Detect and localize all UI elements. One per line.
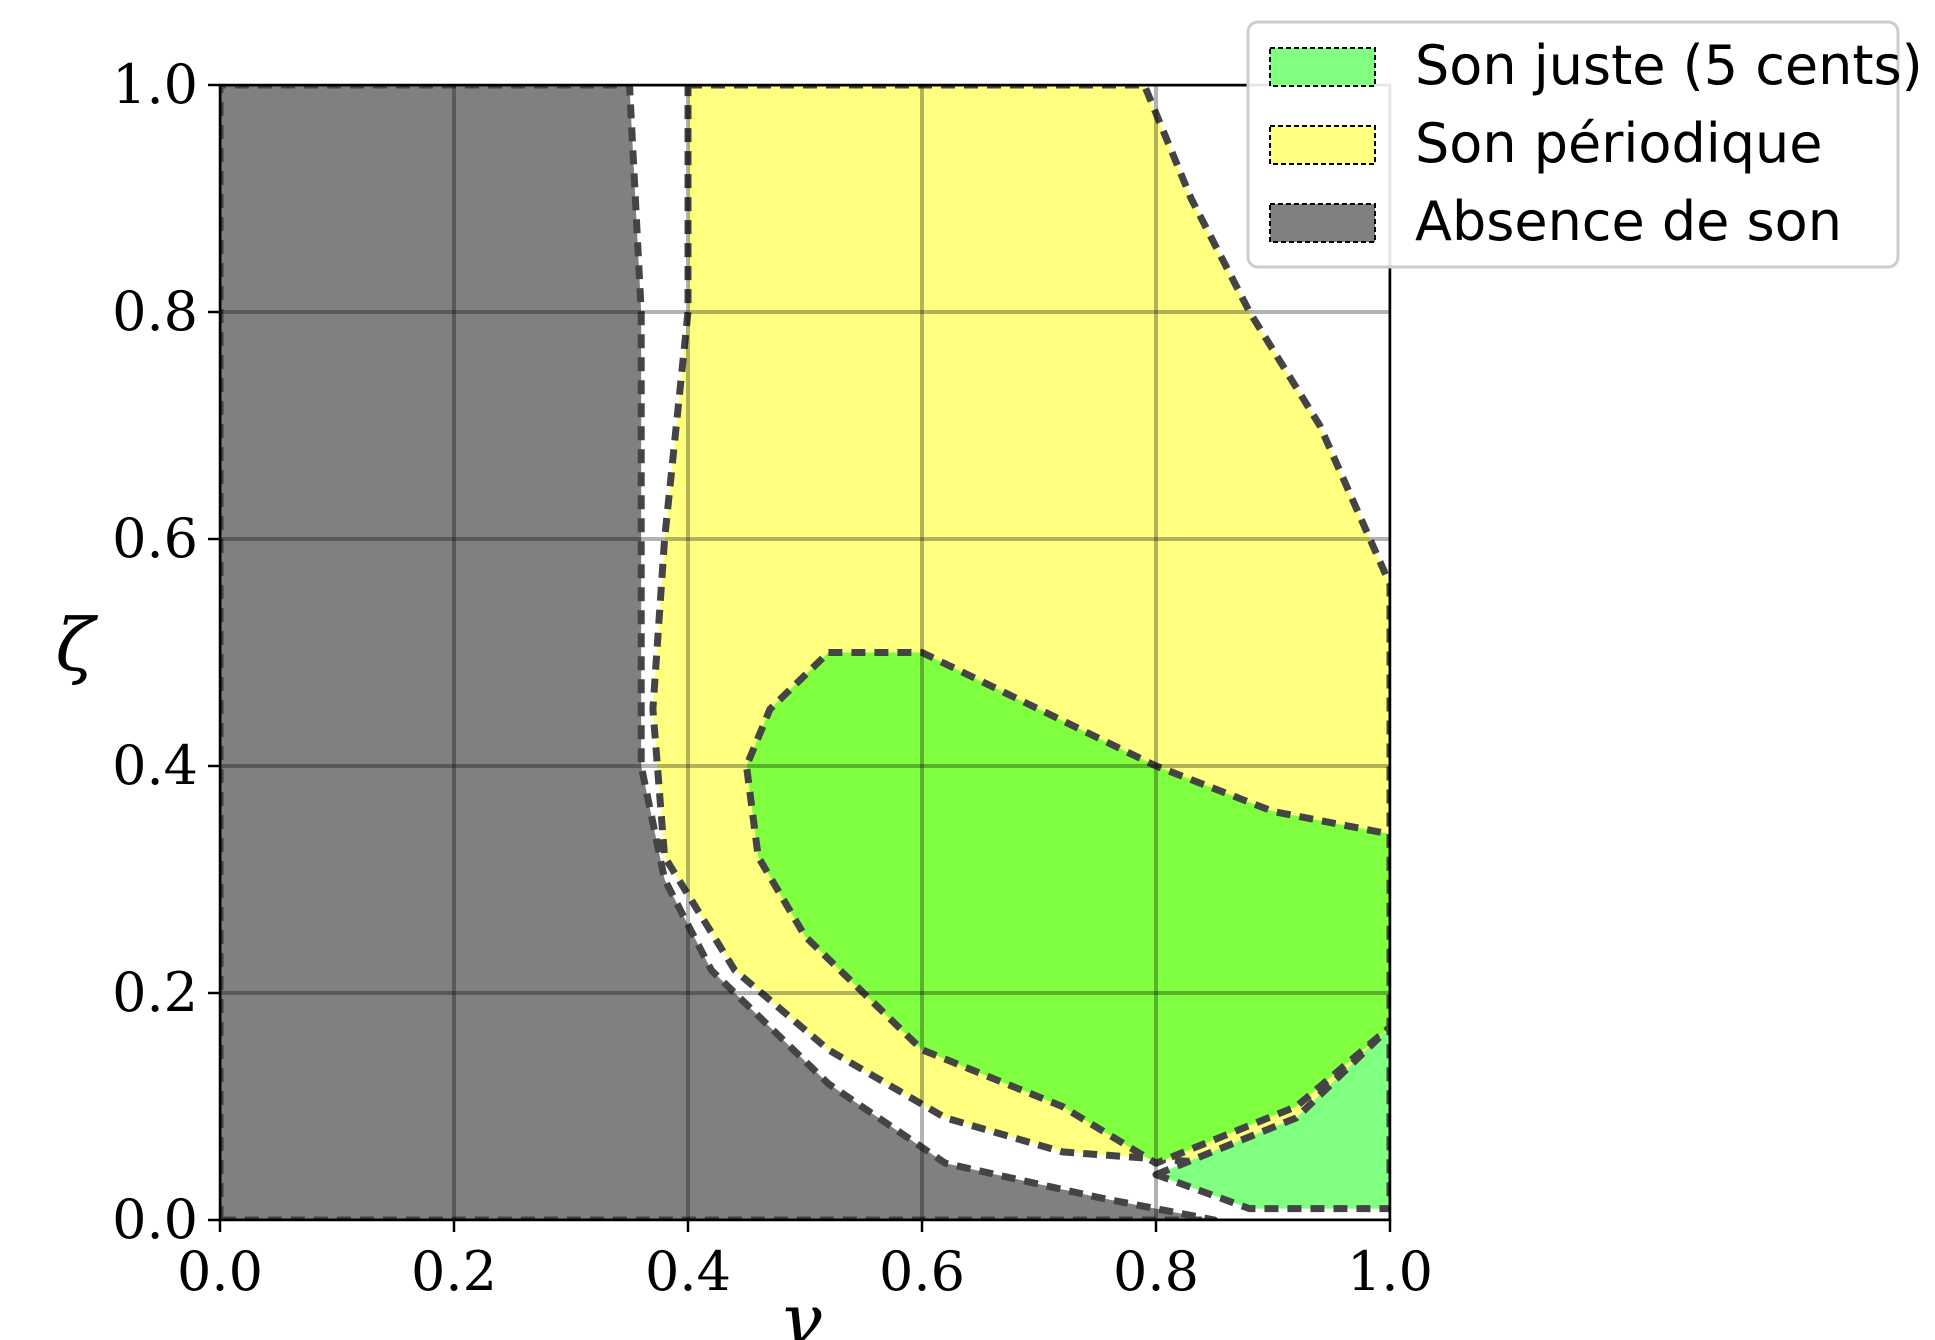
- regions: [220, 85, 1390, 1220]
- x-tick-label: 0.8: [1113, 1240, 1199, 1303]
- plot-frame: [218, 83, 1392, 1222]
- x-axis: 0.0 0.2 0.4 0.6 0.8 1.0: [177, 1220, 1433, 1303]
- legend-label: Absence de son: [1415, 190, 1842, 253]
- legend-box: [1246, 20, 1900, 269]
- y-tick-label: 0.0: [112, 1188, 198, 1251]
- grid: [220, 85, 1390, 1220]
- legend-label: Son juste (5 cents): [1415, 34, 1923, 97]
- y-tick-label: 1.0: [112, 53, 198, 116]
- legend-swatch: [1269, 203, 1376, 243]
- region-2: [743, 649, 1390, 1167]
- y-axis: 0.0 0.2 0.4 0.6 0.8 1.0: [112, 53, 220, 1251]
- legend-swatch: [1269, 125, 1376, 165]
- x-axis-label: γ: [778, 1278, 822, 1340]
- plot-area: [220, 85, 1390, 1220]
- x-tick-label: 0.6: [879, 1240, 965, 1303]
- x-tick-label: 0.2: [411, 1240, 497, 1303]
- x-tick-label: 0.4: [645, 1240, 731, 1303]
- region-0: [220, 85, 1218, 1220]
- region-3: [1152, 1023, 1390, 1213]
- y-tick-label: 0.2: [112, 961, 198, 1024]
- legend: Son juste (5 cents) Son périodique Absence…: [1246, 20, 1923, 269]
- y-tick-label: 0.8: [112, 280, 198, 343]
- x-tick-label: 0.0: [177, 1240, 263, 1303]
- y-tick-label: 0.6: [112, 507, 198, 570]
- y-axis-label: ζ: [55, 603, 98, 687]
- y-tick-label: 0.4: [112, 734, 198, 797]
- legend-swatch: [1269, 47, 1376, 87]
- legend-label: Son périodique: [1415, 112, 1822, 175]
- x-tick-label: 1.0: [1347, 1240, 1433, 1303]
